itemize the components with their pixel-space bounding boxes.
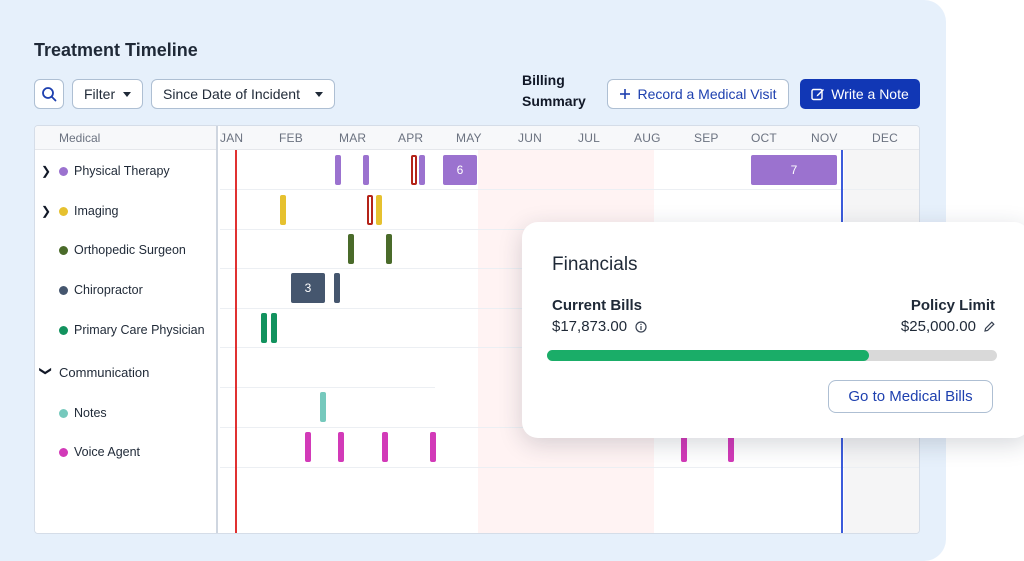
month-label: APR <box>398 131 424 145</box>
call-marker[interactable] <box>382 432 388 462</box>
visit-group-block[interactable]: 3 <box>291 273 325 303</box>
filter-dropdown[interactable]: Filter <box>72 79 144 109</box>
info-icon[interactable] <box>635 320 647 333</box>
row-physical-therapy[interactable]: Physical Therapy <box>59 164 170 178</box>
row-label: Voice Agent <box>74 445 141 459</box>
chevron-right-icon[interactable]: ❯ <box>41 204 52 218</box>
call-marker[interactable] <box>338 432 344 462</box>
month-label: MAR <box>339 131 367 145</box>
dot-icon <box>59 206 68 216</box>
month-label: NOV <box>811 131 838 145</box>
visit-marker[interactable] <box>334 273 340 303</box>
row-label: Imaging <box>74 204 119 218</box>
edit-icon <box>811 88 825 101</box>
dot-icon <box>59 245 68 255</box>
visit-marker[interactable] <box>386 234 392 264</box>
call-marker[interactable] <box>430 432 436 462</box>
chevron-right-icon[interactable]: ❯ <box>41 164 52 178</box>
row-label: Primary Care Physician <box>74 323 205 337</box>
billing-summary-line1: Billing <box>522 72 565 88</box>
row-divider <box>220 387 435 388</box>
go-to-medical-bills-button[interactable]: Go to Medical Bills <box>828 380 993 413</box>
bills-progress-bar <box>547 350 997 361</box>
visit-marker[interactable] <box>419 155 425 185</box>
visit-marker[interactable] <box>271 313 277 343</box>
visit-marker[interactable] <box>363 155 369 185</box>
page-title: Treatment Timeline <box>34 40 198 60</box>
column-header: Medical <box>35 126 216 150</box>
visit-marker[interactable] <box>376 195 382 225</box>
visit-marker[interactable] <box>348 234 354 264</box>
record-medical-visit-button[interactable]: Record a Medical Visit <box>607 79 789 109</box>
financials-title: Financials <box>552 254 638 275</box>
section-label: Communication <box>59 365 150 380</box>
record-medical-visit-label: Record a Medical Visit <box>637 86 777 102</box>
row-voice-agent[interactable]: Voice Agent <box>59 445 140 459</box>
pencil-icon[interactable] <box>984 321 995 332</box>
visit-marker[interactable] <box>335 155 341 185</box>
visit-marker[interactable] <box>280 195 286 225</box>
note-marker[interactable] <box>320 392 326 422</box>
dot-icon <box>59 166 68 176</box>
row-label: Physical Therapy <box>74 164 170 178</box>
bills-progress-fill <box>547 350 869 361</box>
visit-group-block[interactable]: 6 <box>443 155 477 185</box>
policy-limit-value: $25,000.00 <box>900 318 976 335</box>
column-header-label: Medical <box>59 131 101 145</box>
call-marker[interactable] <box>728 432 734 462</box>
month-label: MAY <box>456 131 482 145</box>
current-bills-value-row: $17,873.00 <box>552 318 647 335</box>
current-bills-value: $17,873.00 <box>552 318 628 335</box>
search-icon <box>42 87 57 102</box>
visit-marker[interactable] <box>261 313 267 343</box>
billing-summary-line2: Summary <box>522 93 586 109</box>
plus-icon <box>620 89 631 99</box>
row-imaging[interactable]: Imaging <box>59 204 118 218</box>
incident-date-line <box>235 150 237 533</box>
row-orthopedic-surgeon[interactable]: Orthopedic Surgeon <box>59 243 186 257</box>
category-column: Medical ❯ Physical Therapy ❯ Imaging Ort… <box>35 126 218 533</box>
dot-icon <box>59 408 68 418</box>
date-range-label: Since Date of Incident <box>163 86 300 102</box>
dot-icon <box>59 447 68 457</box>
month-label: SEP <box>694 131 719 145</box>
month-header <box>220 126 919 150</box>
financials-card: Financials Current Bills $17,873.00 Poli… <box>522 222 1024 438</box>
dot-icon <box>59 325 68 335</box>
policy-limit-label: Policy Limit <box>910 297 995 314</box>
visit-marker-flagged[interactable] <box>367 195 373 225</box>
current-bills-label: Current Bills <box>552 297 643 314</box>
chevron-down-icon <box>315 91 323 97</box>
date-range-dropdown[interactable]: Since Date of Incident <box>151 79 335 109</box>
billing-summary-link[interactable]: Billing Summary <box>522 70 586 112</box>
row-label: Orthopedic Surgeon <box>74 243 186 257</box>
row-chiropractor[interactable]: Chiropractor <box>59 283 143 297</box>
call-marker[interactable] <box>305 432 311 462</box>
month-label: JAN <box>220 131 244 145</box>
row-notes[interactable]: Notes <box>59 406 107 420</box>
row-divider <box>220 467 919 468</box>
write-note-button[interactable]: Write a Note <box>800 79 920 109</box>
chevron-down-icon <box>123 91 132 97</box>
row-primary-care-physician[interactable]: Primary Care Physician <box>59 323 205 337</box>
write-note-label: Write a Note <box>831 86 909 102</box>
month-label: JUN <box>518 131 542 145</box>
month-label: FEB <box>279 131 303 145</box>
month-label: DEC <box>872 131 898 145</box>
filter-label: Filter <box>84 86 116 102</box>
visit-marker-flagged[interactable] <box>411 155 417 185</box>
call-marker[interactable] <box>681 432 687 462</box>
section-communication[interactable]: Communication <box>59 365 149 380</box>
row-label: Notes <box>74 406 107 420</box>
search-button[interactable] <box>34 79 64 109</box>
month-label: AUG <box>634 131 661 145</box>
row-label: Chiropractor <box>74 283 143 297</box>
chevron-down-icon[interactable]: ❯ <box>39 365 54 377</box>
month-label: OCT <box>751 131 777 145</box>
policy-limit-value-row: $25,000.00 <box>901 318 995 335</box>
visit-group-block[interactable]: 7 <box>751 155 837 185</box>
row-divider <box>220 189 919 190</box>
month-label: JUL <box>578 131 600 145</box>
dot-icon <box>59 285 68 295</box>
